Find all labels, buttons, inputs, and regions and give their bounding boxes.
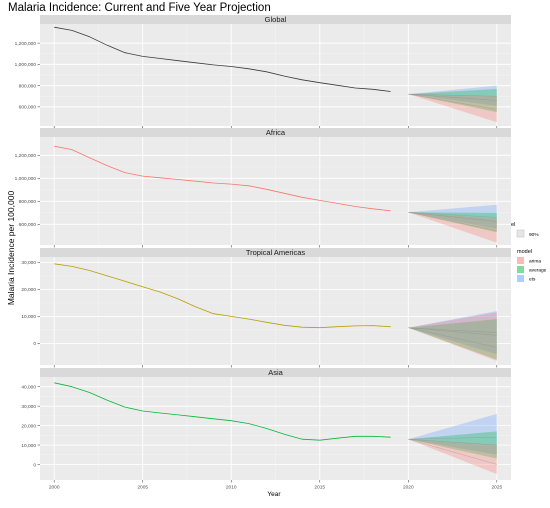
facet-panel-2: Tropical Americas 0 10,000 20,000 30,000 [21, 248, 511, 368]
facet-panel-1: Africa 600,000 800,000 1,000,000 1,200,000 [15, 128, 511, 248]
legend-level-key [517, 230, 524, 237]
y-tick-label: 10,000 [21, 314, 36, 320]
y-tick-label: 40,000 [21, 385, 36, 391]
y-tick-label: 1,000,000 [15, 176, 37, 182]
facet-strip-label: Tropical Americas [246, 248, 306, 257]
x-tick-label: 2005 [137, 485, 148, 491]
legend-key-arima [517, 257, 524, 264]
x-tick-label: 2000 [49, 485, 60, 491]
facet-panel-0: Global 600,000 800,000 1,000,000 1,200,000 [15, 15, 511, 129]
legend-key-ets [517, 275, 524, 282]
y-tick-label: 600,000 [19, 222, 37, 228]
y-tick-label: 600,000 [19, 105, 37, 111]
facet-strip-label: Global [265, 15, 287, 24]
legend-label-average: average [529, 268, 547, 274]
y-tick-label: 20,000 [21, 287, 36, 293]
x-tick-label: 2025 [491, 485, 502, 491]
legend-label-ets: ets [529, 277, 536, 283]
facet-strip-label: Africa [266, 128, 286, 137]
y-tick-label: 1,200,000 [15, 153, 37, 159]
y-tick-label: 800,000 [19, 199, 37, 205]
legend-key-average [517, 266, 524, 273]
x-tick-label: 2020 [403, 485, 414, 491]
y-tick-label: 30,000 [21, 404, 36, 410]
legend-model-title: model [517, 249, 532, 255]
facet-strip-label: Asia [268, 368, 283, 377]
y-tick-label: 0 [33, 341, 36, 347]
x-axis-label: Year [267, 491, 281, 498]
y-tick-label: 10,000 [21, 443, 36, 449]
y-tick-label: 1,000,000 [15, 62, 37, 68]
legend-label-arima: arima [529, 259, 541, 265]
legend-level-label: 90% [529, 232, 539, 238]
x-tick-label: 2015 [314, 485, 325, 491]
chart-title: Malaria Incidence: Current and Five Year… [8, 2, 271, 14]
y-tick-label: 1,200,000 [15, 41, 37, 47]
x-tick-label: 2010 [226, 485, 237, 491]
y-tick-label: 800,000 [19, 83, 37, 89]
facet-panels: Global600,000800,0001,000,0001,200,000Af… [15, 15, 511, 491]
y-axis-label: Malaria Incidence per 100,000 [6, 191, 16, 306]
y-tick-label: 0 [33, 462, 36, 468]
y-tick-label: 30,000 [21, 260, 36, 266]
y-tick-label: 20,000 [21, 423, 36, 429]
facet-panel-3: Asia 0 10,000 20,000 30,000 40,000 [21, 368, 511, 483]
